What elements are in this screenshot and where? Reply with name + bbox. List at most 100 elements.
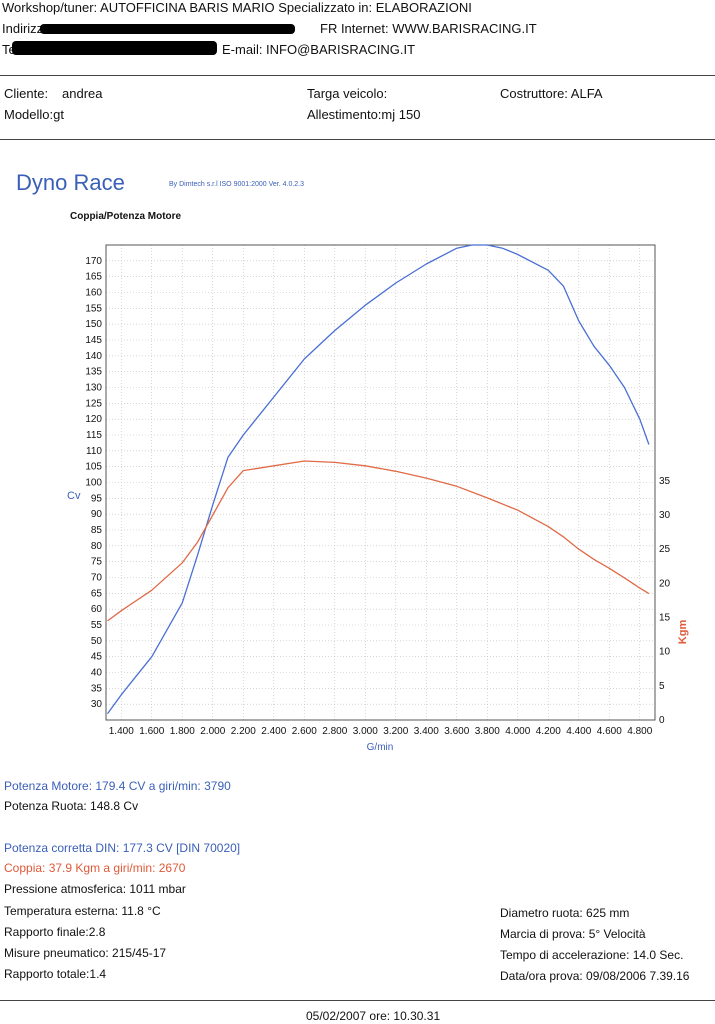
data-ora-prova: Data/ora prova: 09/08/2006 7.39.16: [500, 969, 690, 983]
y-tick-label: 75: [91, 557, 103, 568]
y2-tick-label: 15: [659, 613, 671, 624]
x-axis-label: G/min: [367, 742, 394, 753]
x-tick-label: 2.400: [261, 726, 286, 737]
x-tick-label: 2.800: [322, 726, 347, 737]
y-tick-label: 105: [85, 462, 102, 473]
cliente-label: Cliente:: [4, 86, 49, 101]
chart-series: [106, 244, 650, 715]
potenza-din: Potenza corretta DIN: 177.3 CV [DIN 7002…: [4, 841, 241, 855]
x-tick-label: 2.200: [231, 726, 256, 737]
x-tick-label: 2.600: [292, 726, 317, 737]
power-curve: [106, 244, 650, 715]
diametro-ruota: Diametro ruota: 625 mm: [500, 906, 630, 920]
modello: Modello:gt: [4, 107, 64, 122]
y-tick-labels: 30 35 40 45 50 55 60 65 70 75 80 85 90 95 100 105 110 115…: [85, 256, 102, 710]
y-tick-label: 115: [86, 430, 102, 441]
y-tick-label: 80: [91, 541, 103, 552]
potenza-ruota: Potenza Ruota: 148.8 Cv: [4, 799, 139, 813]
x-tick-labels: 1.400 1.600 1.800 2.000 2.200 2.400 2.600 2.800…: [109, 726, 653, 737]
x-tick-label: 1.400: [109, 726, 134, 737]
y-tick-label: 85: [91, 525, 103, 536]
costruttore: Costruttore: ALFA: [500, 86, 603, 101]
y-tick-label: 125: [85, 398, 102, 409]
y-tick-label: 65: [91, 588, 103, 599]
dyno-chart: 3035404550556065707580859095100105110115…: [67, 244, 689, 753]
y2-tick-label: 0: [659, 715, 665, 726]
x-tick-label: 4.800: [627, 726, 652, 737]
chart-axes: [105, 244, 656, 721]
x-tick-label: 1.800: [170, 726, 195, 737]
print-timestamp: 05/02/2007 ore: 10.30.31: [306, 1009, 441, 1023]
workshop-line: Workshop/tuner: AUTOFFICINA BARIS MARIO …: [2, 0, 472, 15]
x-tick-label: 1.600: [139, 726, 164, 737]
y-tick-label: 140: [85, 351, 102, 362]
y-tick-label: 150: [85, 319, 102, 330]
x-tick-label: 3.400: [414, 726, 439, 737]
x-tick-label: 4.600: [597, 726, 622, 737]
divider: [0, 139, 715, 140]
x-tick-label: 4.400: [566, 726, 591, 737]
allestimento: Allestimento:mj 150: [307, 107, 421, 122]
redaction-bar: [40, 24, 295, 34]
cliente-value: andrea: [62, 86, 103, 101]
y-tick-label: 160: [85, 288, 102, 299]
torque-curve: [107, 460, 650, 622]
divider: [0, 75, 715, 76]
x-tick-label: 3.000: [353, 726, 378, 737]
y-tick-label: 60: [91, 604, 103, 615]
temperatura: Temperatura esterna: 11.8 °C: [4, 904, 161, 918]
x-tick-label: 3.200: [383, 726, 408, 737]
y2-tick-label: 25: [659, 544, 671, 555]
marcia-prova: Marcia di prova: 5° Velocità: [500, 927, 646, 941]
coppia: Coppia: 37.9 Kgm a giri/min: 2670: [4, 861, 186, 875]
y-tick-label: 120: [85, 414, 102, 425]
y-tick-label: 110: [86, 446, 102, 457]
y-tick-label: 100: [85, 478, 102, 489]
internet-line: FR Internet: WWW.BARISRACING.IT: [320, 21, 537, 36]
y2-tick-label: 20: [659, 578, 671, 589]
y-tick-label: 145: [85, 335, 102, 346]
redaction-bar: [12, 41, 217, 55]
y-tick-label: 90: [91, 509, 103, 520]
y2-axis-label: Kgm: [677, 620, 689, 645]
rapporto-totale: Rapporto totale:1.4: [4, 967, 107, 981]
tempo-accelerazione: Tempo di accelerazione: 14.0 Sec.: [500, 948, 684, 962]
y2-tick-label: 5: [659, 681, 665, 692]
y2-tick-label: 10: [659, 647, 671, 658]
y-tick-label: 165: [85, 272, 102, 283]
y-tick-label: 155: [85, 303, 102, 314]
plot-frame: [105, 244, 656, 721]
misure-pneumatico: Misure pneumatico: 215/45-17: [4, 946, 167, 960]
potenza-motore: Potenza Motore: 179.4 CV a giri/min: 379…: [4, 779, 231, 793]
y-tick-label: 50: [91, 636, 103, 647]
rapporto-finale: Rapporto finale:2.8: [4, 925, 106, 939]
y-tick-label: 30: [91, 699, 103, 710]
targa-label: Targa veicolo:: [307, 86, 388, 101]
y-tick-label: 130: [85, 383, 102, 394]
pressione: Pressione atmosferica: 1011 mbar: [4, 882, 186, 896]
y-axis-label: Cv: [67, 490, 81, 502]
email-line: E-mail: INFO@BARISRACING.IT: [222, 42, 416, 57]
divider: [0, 1000, 715, 1001]
y-tick-label: 135: [85, 367, 102, 378]
y2-tick-label: 35: [659, 476, 671, 487]
chart-title: Coppia/Potenza Motore: [70, 211, 182, 222]
x-tick-label: 3.800: [475, 726, 500, 737]
address-label: Indirizzo: [2, 21, 51, 36]
y-tick-label: 170: [85, 256, 102, 267]
y2-tick-label: 30: [659, 510, 671, 521]
chart-grid: [106, 245, 655, 720]
report-title: Dyno Race: [16, 170, 125, 195]
x-tick-label: 2.000: [200, 726, 225, 737]
y-tick-label: 55: [91, 620, 103, 631]
y-tick-label: 45: [91, 652, 103, 663]
x-tick-label: 4.000: [505, 726, 530, 737]
y2-tick-labels: 0 5 10 15 20 25 30 35: [659, 476, 671, 726]
x-tick-label: 4.200: [536, 726, 561, 737]
y-tick-label: 35: [91, 683, 103, 694]
y-tick-label: 40: [91, 668, 103, 679]
y-tick-label: 70: [91, 573, 103, 584]
y-tick-label: 95: [91, 493, 103, 504]
software-credit: By Dimtech s.r.l ISO 9001:2000 Ver. 4.0.…: [169, 181, 305, 188]
x-tick-label: 3.600: [444, 726, 469, 737]
